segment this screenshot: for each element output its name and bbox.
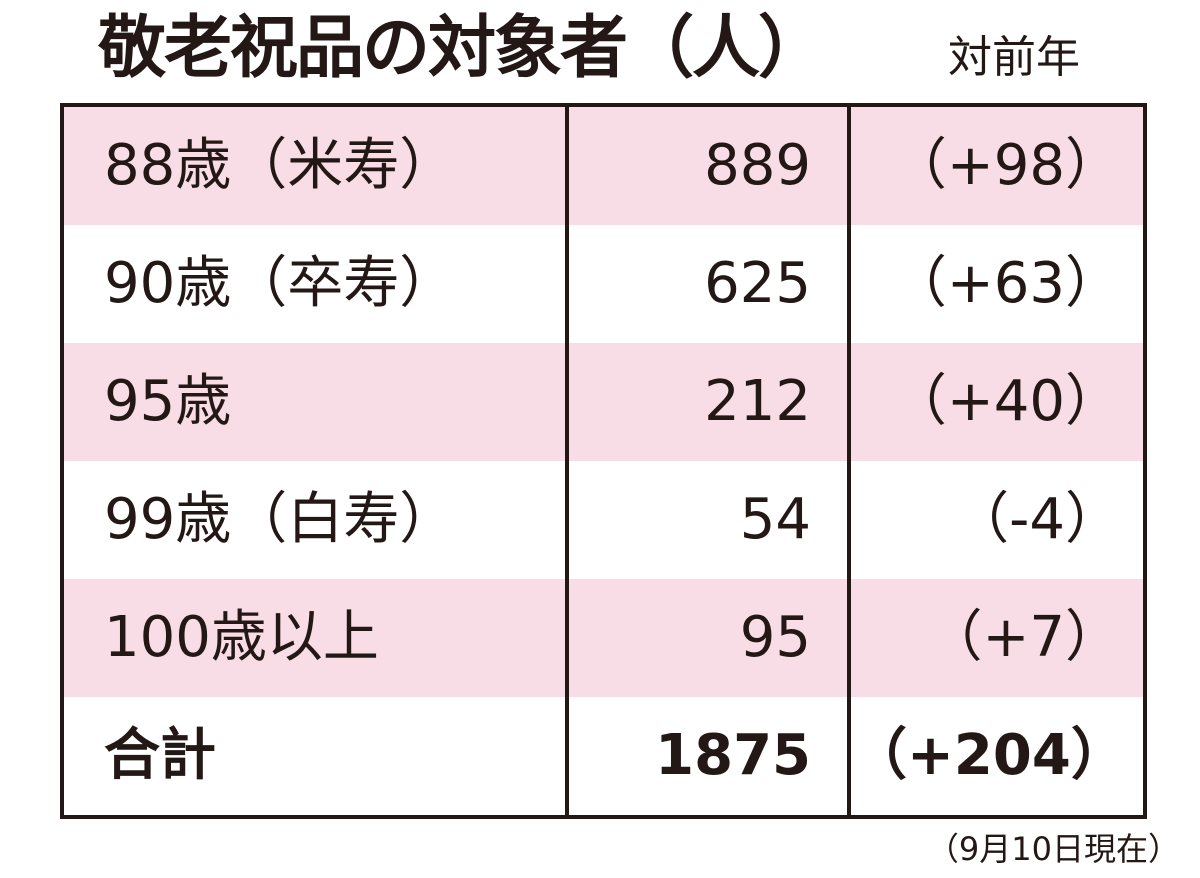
change: （+98） bbox=[851, 107, 1143, 225]
row-label: 合計 bbox=[104, 723, 216, 788]
change: （+204） bbox=[851, 723, 1127, 788]
subtitle: 対前年 bbox=[948, 32, 1080, 83]
change: （-4） bbox=[953, 487, 1121, 552]
table-row: 88歳（米寿） 889 （+98） bbox=[64, 107, 1143, 225]
count: 212 bbox=[569, 343, 847, 461]
title: 敬老祝品の対象者（人） bbox=[98, 9, 826, 88]
table-row: 合計 1875 （+204） bbox=[64, 697, 1143, 815]
count: 1875 bbox=[655, 723, 811, 788]
count: 889 bbox=[569, 107, 847, 225]
column-divider bbox=[565, 107, 569, 815]
change: （+63） bbox=[890, 251, 1121, 316]
count: 54 bbox=[739, 487, 811, 552]
row-label: 100歳以上 bbox=[64, 579, 565, 697]
change: （+7） bbox=[851, 579, 1143, 697]
count: 625 bbox=[704, 251, 811, 316]
table-row: 99歳（白寿） 54 （-4） bbox=[64, 461, 1143, 579]
table-row: 95歳 212 （+40） bbox=[64, 343, 1143, 461]
column-divider bbox=[847, 107, 851, 815]
row-label: 99歳（白寿） bbox=[104, 487, 456, 552]
table-row: 100歳以上 95 （+7） bbox=[64, 579, 1143, 697]
row-label: 88歳（米寿） bbox=[64, 107, 565, 225]
table-row: 90歳（卒寿） 625 （+63） bbox=[64, 225, 1143, 343]
count: 95 bbox=[569, 579, 847, 697]
change: （+40） bbox=[851, 343, 1143, 461]
footnote: （9月10日現在） bbox=[926, 830, 1180, 868]
row-label: 95歳 bbox=[64, 343, 565, 461]
table: 合計 1875 （+204） 100歳以上 95 （+7） 99歳（白寿） 54 （-4） 95歳… bbox=[60, 103, 1147, 819]
row-label: 90歳（卒寿） bbox=[104, 251, 456, 316]
